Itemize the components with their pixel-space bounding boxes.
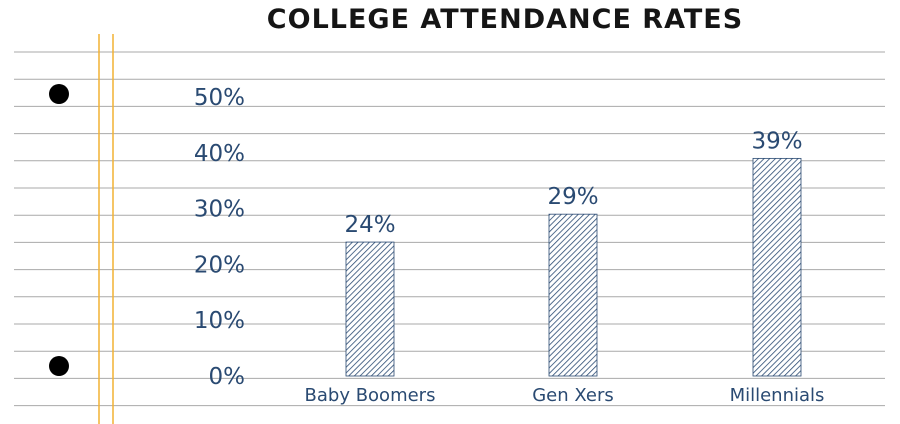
punch-hole bbox=[49, 84, 69, 104]
bar bbox=[548, 213, 598, 377]
page-title: COLLEGE ATTENDANCE RATES bbox=[266, 4, 744, 35]
bar-value-label: 39% bbox=[751, 128, 802, 154]
bars: 24% 29% 39% bbox=[344, 128, 803, 377]
y-axis: 0% 10% 20% 30% 40% 50% bbox=[194, 85, 245, 390]
y-tick-label: 10% bbox=[194, 308, 245, 334]
y-tick-label: 0% bbox=[209, 364, 246, 390]
y-tick-label: 30% bbox=[194, 197, 245, 223]
bar-value-label: 24% bbox=[344, 212, 395, 238]
margin-lines bbox=[98, 34, 114, 424]
x-category-label: Gen Xers bbox=[532, 385, 614, 406]
punch-hole bbox=[49, 356, 69, 376]
x-category-label: Baby Boomers bbox=[305, 385, 436, 406]
x-category-label: Millennials bbox=[730, 385, 825, 406]
punch-holes bbox=[49, 84, 69, 376]
bar bbox=[345, 241, 395, 377]
bar-value-label: 29% bbox=[547, 184, 598, 210]
ruled-lines bbox=[14, 51, 885, 407]
x-axis: Baby Boomers Gen Xers Millennials bbox=[305, 385, 825, 406]
y-tick-label: 20% bbox=[194, 252, 245, 278]
y-tick-label: 50% bbox=[194, 85, 245, 111]
y-tick-label: 40% bbox=[194, 141, 245, 167]
bar bbox=[752, 157, 802, 377]
